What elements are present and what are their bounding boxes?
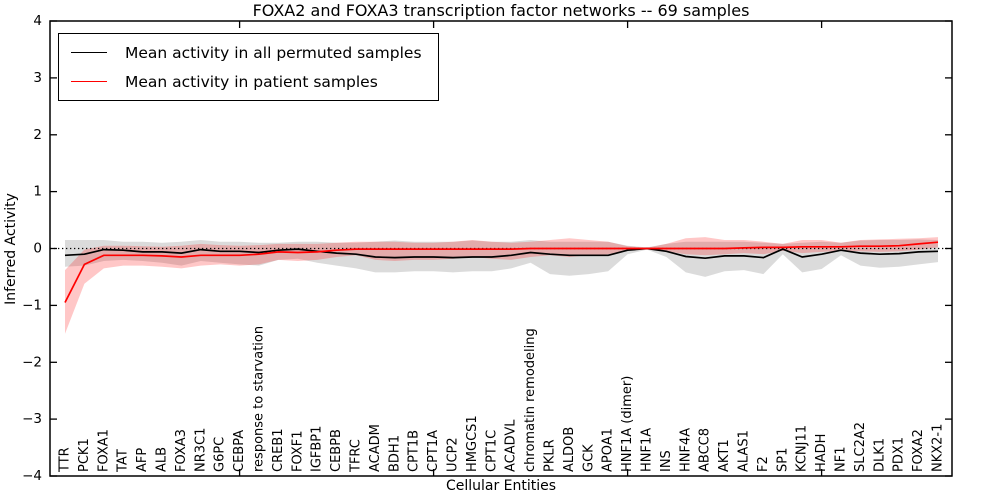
category-label: TFRC bbox=[349, 439, 364, 473]
y-tick-label: 1 bbox=[33, 184, 42, 200]
category-label: CEBPA bbox=[232, 430, 247, 472]
category-label: FOXF1 bbox=[290, 430, 305, 472]
y-axis-label: Inferred Activity bbox=[3, 193, 19, 305]
category-label: CPT1B bbox=[407, 430, 422, 472]
x-axis-label: Cellular Entities bbox=[445, 478, 557, 494]
category-label: NF1 bbox=[834, 447, 849, 472]
permuted-line-sample bbox=[71, 52, 107, 53]
category-label: PCK1 bbox=[77, 438, 92, 472]
category-label: HADH bbox=[814, 434, 829, 472]
y-tick-label: 3 bbox=[33, 70, 42, 86]
legend: Mean activity in all permuted samples Me… bbox=[58, 33, 439, 101]
category-label: APOA1 bbox=[601, 428, 616, 472]
y-tick-label: 0 bbox=[33, 241, 42, 257]
patient-samples-band bbox=[65, 237, 938, 334]
category-label: F2 bbox=[756, 456, 771, 472]
y-tick-label: −2 bbox=[22, 354, 42, 370]
legend-item-permuted: Mean activity in all permuted samples bbox=[71, 38, 422, 67]
category-label: IGFBP1 bbox=[310, 426, 325, 472]
category-label: INS bbox=[659, 450, 674, 472]
category-label: SLC2A2 bbox=[853, 422, 868, 472]
category-label: NR3C1 bbox=[193, 428, 208, 472]
category-label: BDH1 bbox=[387, 435, 402, 472]
category-label: FOXA2 bbox=[911, 429, 926, 472]
category-label: AFP bbox=[135, 448, 150, 472]
category-label: TTR bbox=[58, 447, 73, 473]
y-tick-label: −4 bbox=[22, 468, 42, 484]
category-label: FOXA3 bbox=[174, 429, 189, 472]
permuted-samples-line bbox=[64, 247, 939, 260]
category-label: PKLR bbox=[543, 439, 558, 472]
category-label: ABCC8 bbox=[698, 428, 713, 472]
category-label: ALB bbox=[155, 447, 170, 472]
y-tick-label: −1 bbox=[22, 297, 42, 313]
category-label: HNF1A (dimer) bbox=[620, 376, 635, 472]
category-label: G6PC bbox=[213, 437, 228, 472]
legend-label-permuted: Mean activity in all permuted samples bbox=[125, 43, 422, 62]
category-label: CPT1A bbox=[426, 430, 441, 472]
category-label: HNF4A bbox=[678, 428, 693, 472]
chart-title: FOXA2 and FOXA3 transcription factor net… bbox=[252, 1, 750, 20]
category-label: GCK bbox=[581, 444, 596, 472]
patient-line-sample bbox=[71, 81, 107, 82]
category-label: ALAS1 bbox=[737, 430, 752, 472]
category-label: SP1 bbox=[775, 448, 790, 472]
patient-samples-line bbox=[64, 241, 939, 303]
category-label: FOXA1 bbox=[96, 429, 111, 472]
legend-item-patient: Mean activity in patient samples bbox=[71, 67, 422, 96]
category-label: ACADM bbox=[368, 424, 383, 472]
y-tick-label: 2 bbox=[33, 127, 42, 143]
category-label: TAT bbox=[116, 449, 131, 473]
category-label: CREB1 bbox=[271, 428, 286, 472]
category-label: NKX2-1 bbox=[931, 424, 946, 472]
category-label: KCNJ11 bbox=[795, 425, 810, 472]
category-label: CPT1C bbox=[484, 430, 499, 472]
category-label: chromatin remodeling bbox=[523, 328, 538, 472]
y-tick-label: −3 bbox=[22, 411, 42, 427]
category-label: AKT1 bbox=[717, 439, 732, 472]
category-label: ACADVL bbox=[504, 419, 519, 472]
y-tick-label: 4 bbox=[33, 13, 42, 29]
category-label: DLK1 bbox=[872, 438, 887, 472]
category-label: UCP2 bbox=[446, 437, 461, 472]
category-label: ALDOB bbox=[562, 427, 577, 472]
category-label: response to starvation bbox=[252, 326, 267, 472]
category-label: PDX1 bbox=[892, 437, 907, 472]
category-label: HMGCS1 bbox=[465, 415, 480, 472]
category-label: HNF1A bbox=[640, 428, 655, 472]
category-label: CEBPB bbox=[329, 429, 344, 472]
legend-label-patient: Mean activity in patient samples bbox=[125, 72, 378, 91]
